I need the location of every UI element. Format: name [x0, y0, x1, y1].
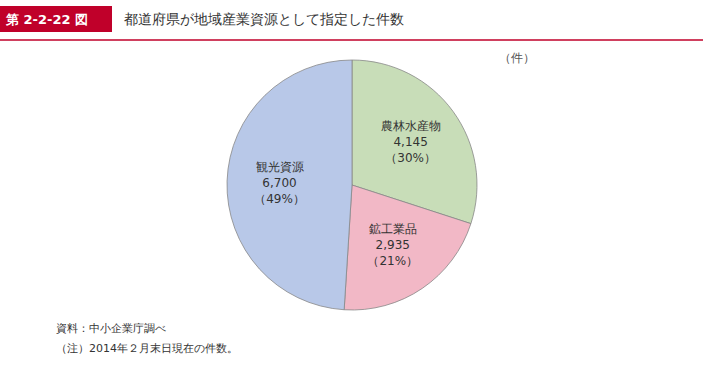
slice-category: 農林水産物 [381, 119, 441, 133]
pie-slice [227, 60, 352, 310]
slice-share: （21%） [367, 254, 418, 268]
unit-label: （件） [499, 51, 535, 65]
slice-share: （49%） [254, 192, 305, 206]
slice-count: 6,700 [262, 176, 296, 190]
slice-count: 4,145 [393, 135, 427, 149]
footer-note: （注）2014年２月末日現在の件数。 [56, 342, 238, 355]
pie-slice [344, 185, 471, 310]
slice-labels: 農林水産物 4,145 （30%） 鉱工業品 2,935 （21%） 観光資源 6,700 （4… [254, 119, 440, 268]
slice-category: 観光資源 [256, 160, 304, 174]
slice-share: （30%） [385, 151, 436, 165]
chart: 第 2-2-22 図 都道府県が地域産業資源として指定した件数農林水産物 4,145… [0, 0, 703, 366]
footer-source: 資料：中小企業庁調べ [56, 322, 166, 335]
title-box [0, 6, 112, 32]
subtitle: 都道府県が地域産業資源として指定した件数 [124, 11, 404, 27]
title-rule [0, 39, 703, 41]
slice-count: 2,935 [376, 238, 410, 252]
pie [227, 60, 477, 310]
slice-category: 鉱工業品 [369, 222, 417, 236]
title: 第 2-2-22 図 [5, 12, 88, 27]
